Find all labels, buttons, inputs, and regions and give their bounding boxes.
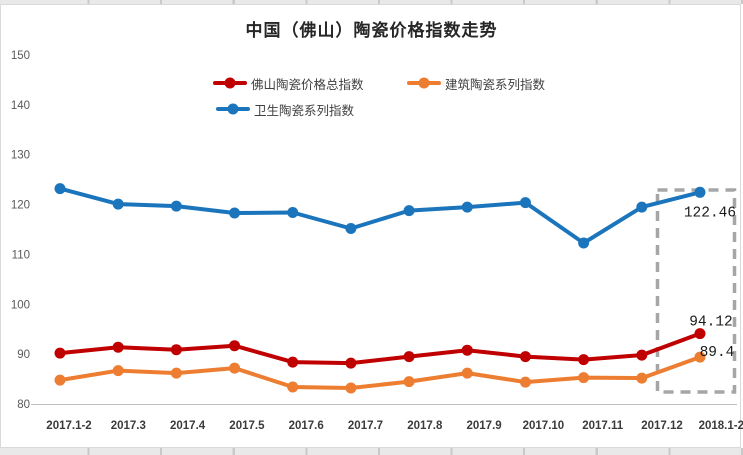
data-point-marker [54,374,66,386]
legend-line-dot-marker [213,81,247,85]
data-point-marker [229,362,241,374]
x-axis-tick-label: 2018.1-2 [699,420,743,432]
y-axis-tick-label: 90 [17,349,30,361]
x-axis-tick-label: 2017.9 [467,420,502,432]
x-axis-tick-label: 2017.8 [407,420,443,432]
data-point-marker [461,344,473,356]
x-axis-tick-label: 2017.7 [348,420,383,432]
data-point-marker [345,223,357,234]
legend-line-dot-marker [216,107,250,111]
legend-item-sanitary-ceramics: 卫生陶瓷系列指数 [216,100,354,118]
data-point-marker [578,372,590,384]
data-point-marker [112,365,124,377]
data-point-marker [461,201,473,213]
series-line-0 [59,331,701,366]
data-point-marker [54,183,66,195]
y-axis-tick-label: 110 [12,249,30,261]
legend-label: 佛山陶瓷价格总指数 [251,77,364,92]
spreadsheet-cells-top [0,0,743,4]
x-axis-tick-label: 2017.10 [523,420,565,432]
y-axis-tick-label: 150 [11,50,30,62]
data-point-marker [578,237,590,249]
legend-item-building-ceramics: 建筑陶瓷系列指数 [407,74,545,92]
data-point-marker [170,367,182,379]
y-axis-tick-label: 80 [17,399,30,411]
x-axis-tick-label: 2017.6 [289,420,324,432]
spreadsheet-cells-bottom [0,448,743,455]
data-point-value-label: 89.4 [700,345,735,361]
data-point-marker [170,344,182,356]
data-point-marker [170,200,182,212]
data-point-marker [345,382,357,394]
data-point-marker [112,198,124,210]
data-point-marker [694,328,706,340]
data-point-value-label: 94.12 [689,315,733,331]
data-point-marker [519,351,531,363]
chart-frame [0,4,741,448]
data-point-marker [54,347,66,359]
data-point-marker [403,376,415,388]
data-point-marker [519,197,531,209]
x-axis-tick-label: 2017.3 [111,420,146,432]
data-point-marker [636,201,648,213]
x-axis-tick-label: 2017.1-2 [46,420,91,432]
data-point-marker [636,372,648,384]
data-point-value-label: 122.46 [684,205,736,221]
legend-line-dot-marker [407,81,441,85]
x-axis-tick-label: 2017.4 [170,420,206,432]
data-point-marker [403,205,415,217]
data-point-marker [519,376,531,388]
data-point-marker [229,207,241,219]
legend-label: 卫生陶瓷系列指数 [254,103,355,118]
y-axis-tick-label: 140 [11,100,30,112]
data-point-marker [112,341,124,353]
data-point-marker [578,354,590,366]
data-point-marker [287,381,299,393]
series-line-2 [59,186,701,245]
data-point-marker [694,351,706,363]
x-axis-tick-label: 2017.12 [641,420,683,432]
data-point-marker [694,186,706,198]
y-axis-tick-label: 130 [11,150,30,162]
data-point-marker [287,207,299,218]
data-point-marker [636,349,648,361]
legend-item-total-index: 佛山陶瓷价格总指数 [213,74,364,92]
data-point-marker [287,356,299,368]
data-point-marker [403,351,415,363]
data-point-marker [461,367,473,379]
data-point-marker [345,357,357,369]
chart-title: 中国（佛山）陶瓷价格指数走势 [245,21,498,40]
legend-label: 建筑陶瓷系列指数 [445,77,546,92]
y-axis-tick-label: 100 [11,299,30,311]
data-point-marker [229,340,241,352]
y-axis-tick-label: 120 [11,200,30,212]
series-line-1 [59,355,701,390]
x-axis-tick-label: 2017.11 [582,420,624,432]
x-axis-tick-label: 2017.5 [229,420,265,432]
